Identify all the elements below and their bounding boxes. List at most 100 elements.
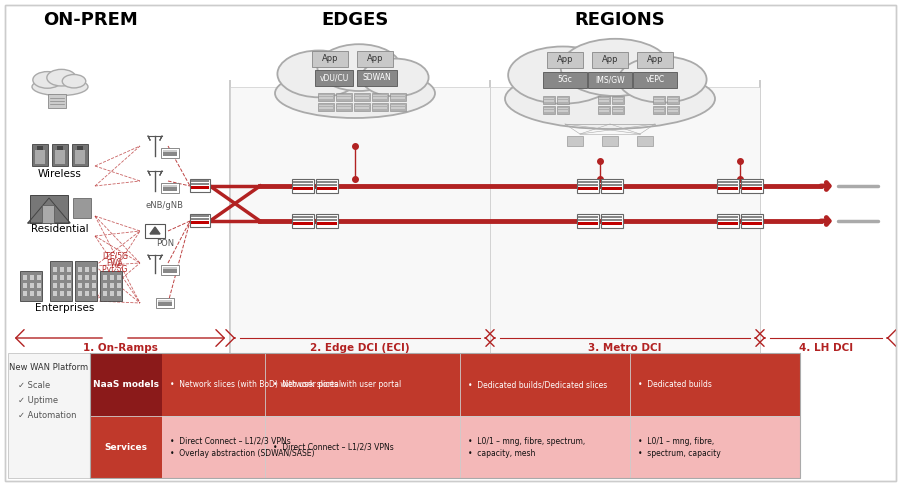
Text: App: App: [557, 55, 574, 65]
Bar: [557, 96, 569, 104]
Bar: [336, 93, 352, 101]
Text: Enterprises: Enterprises: [35, 303, 95, 313]
Text: REGIONS: REGIONS: [575, 11, 666, 29]
Bar: [163, 269, 177, 273]
Bar: [78, 275, 82, 280]
Bar: [8, 353, 90, 478]
Bar: [90, 353, 800, 416]
Bar: [317, 181, 337, 183]
Text: •  Overlay abstraction (SDWAN/SASE): • Overlay abstraction (SDWAN/SASE): [170, 449, 315, 457]
Bar: [558, 110, 568, 112]
Text: •  Dedicated builds/Dedicated slices: • Dedicated builds/Dedicated slices: [468, 380, 607, 389]
Bar: [37, 275, 41, 280]
Bar: [319, 97, 333, 99]
Bar: [599, 98, 609, 99]
Bar: [117, 283, 121, 288]
Bar: [67, 267, 71, 272]
Bar: [315, 70, 353, 86]
Bar: [355, 105, 369, 106]
Bar: [163, 152, 177, 156]
Bar: [293, 216, 313, 218]
Bar: [373, 107, 387, 109]
Bar: [190, 179, 210, 192]
Bar: [158, 302, 172, 306]
Bar: [161, 148, 179, 158]
Bar: [163, 267, 177, 269]
Ellipse shape: [47, 69, 76, 86]
Bar: [612, 106, 624, 114]
Bar: [355, 97, 369, 99]
Bar: [602, 222, 622, 225]
Bar: [357, 51, 393, 67]
Text: •  L0/1 – mng, fibre, spectrum,: • L0/1 – mng, fibre, spectrum,: [468, 436, 585, 446]
Bar: [543, 96, 555, 104]
Bar: [20, 271, 42, 301]
Bar: [354, 103, 370, 111]
Text: 1. On-Ramps: 1. On-Ramps: [83, 343, 158, 353]
Text: LTE/5G: LTE/5G: [102, 251, 128, 260]
Text: •  spectrum, capacity: • spectrum, capacity: [638, 449, 721, 457]
Bar: [558, 98, 568, 99]
Bar: [103, 283, 107, 288]
Text: NaaS models: NaaS models: [93, 380, 159, 389]
Bar: [92, 291, 96, 296]
Bar: [490, 87, 760, 398]
Bar: [544, 98, 554, 99]
Bar: [612, 96, 624, 104]
Text: •  capacity, mesh: • capacity, mesh: [468, 449, 536, 457]
Text: App: App: [647, 55, 663, 65]
Bar: [578, 184, 598, 186]
Bar: [742, 219, 762, 221]
Bar: [578, 222, 598, 225]
Bar: [317, 184, 337, 186]
Ellipse shape: [561, 39, 670, 96]
Bar: [316, 214, 338, 228]
Bar: [317, 216, 337, 218]
Bar: [67, 283, 71, 288]
Text: •  Dedicated builds: • Dedicated builds: [638, 380, 712, 389]
Bar: [602, 219, 622, 221]
Text: Wireless: Wireless: [38, 169, 82, 179]
Text: ✓ Uptime: ✓ Uptime: [18, 396, 58, 404]
Bar: [78, 283, 82, 288]
Bar: [110, 291, 114, 296]
Bar: [578, 187, 598, 190]
Bar: [293, 181, 313, 183]
Text: vDU/CU: vDU/CU: [319, 73, 349, 83]
Bar: [742, 187, 762, 190]
Bar: [50, 261, 72, 301]
Bar: [391, 105, 405, 106]
Text: •  Direct Connect – L1/2/3 VPNs: • Direct Connect – L1/2/3 VPNs: [170, 436, 290, 446]
Bar: [602, 187, 622, 190]
Bar: [654, 98, 664, 99]
Bar: [578, 181, 598, 183]
Text: App: App: [322, 54, 338, 64]
Text: Residential: Residential: [32, 224, 88, 234]
Ellipse shape: [318, 44, 400, 91]
Text: SDWAN: SDWAN: [363, 73, 391, 83]
Bar: [191, 219, 209, 221]
Bar: [667, 106, 679, 114]
Bar: [547, 52, 583, 68]
Bar: [75, 150, 85, 164]
Bar: [667, 96, 679, 104]
Bar: [741, 214, 763, 228]
Bar: [191, 180, 209, 183]
Bar: [391, 95, 405, 96]
Text: IMS/GW: IMS/GW: [595, 75, 625, 85]
Text: ✓ Scale: ✓ Scale: [18, 381, 51, 389]
Bar: [718, 219, 738, 221]
Bar: [599, 110, 609, 112]
Bar: [577, 214, 599, 228]
Text: •  Network slices with user portal: • Network slices with user portal: [273, 380, 401, 389]
Bar: [391, 107, 405, 109]
Text: •  Direct Connect – L1/2/3 VPNs: • Direct Connect – L1/2/3 VPNs: [273, 442, 394, 451]
Bar: [161, 183, 179, 193]
Bar: [372, 93, 388, 101]
Text: Pvt 5G: Pvt 5G: [102, 265, 128, 275]
Bar: [37, 291, 41, 296]
Polygon shape: [28, 198, 70, 223]
Bar: [67, 291, 71, 296]
Bar: [30, 291, 34, 296]
Bar: [599, 108, 609, 109]
